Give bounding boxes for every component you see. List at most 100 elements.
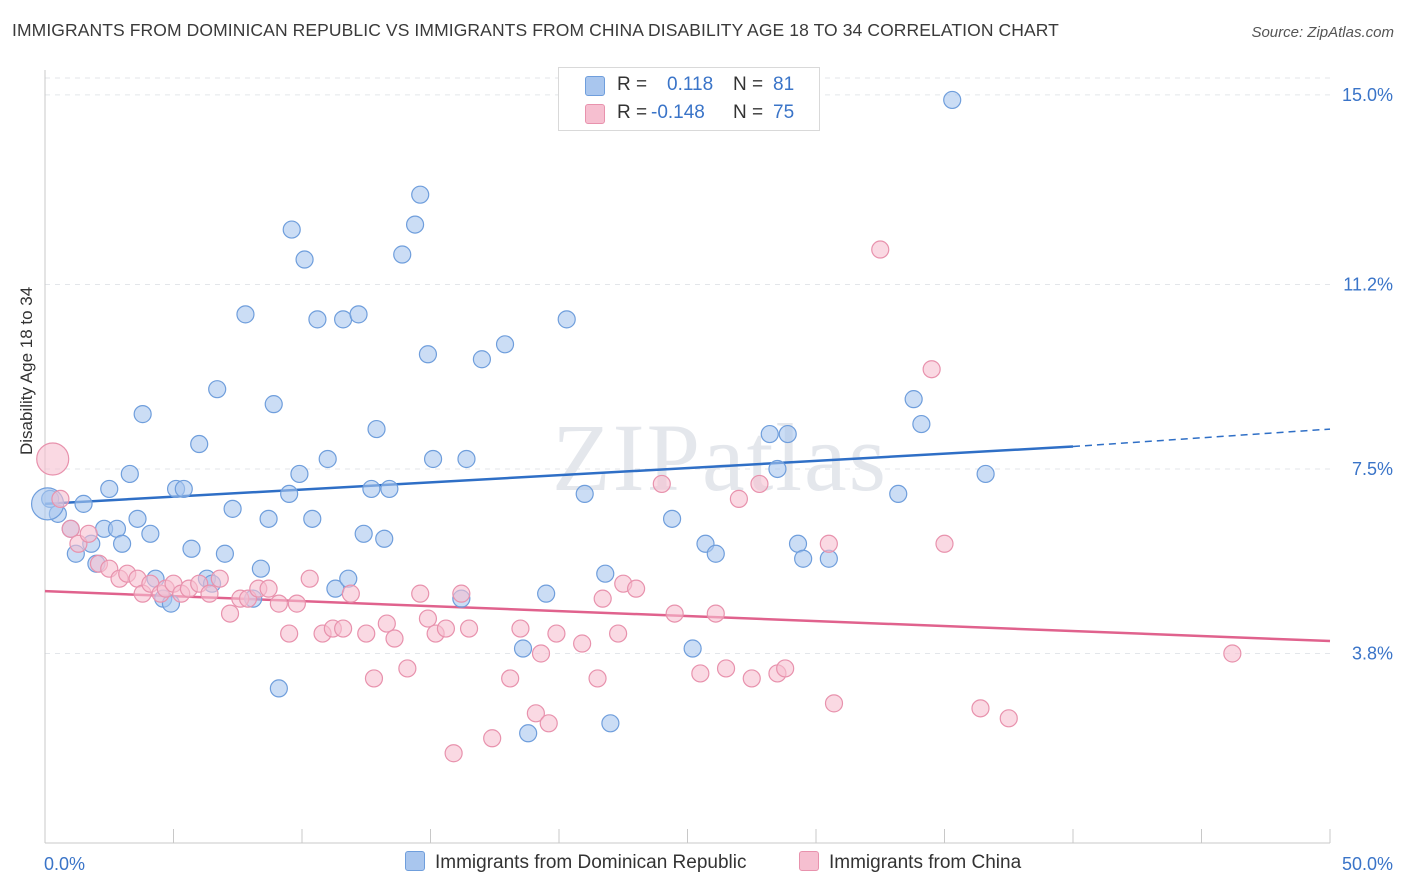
data-point — [308, 310, 327, 329]
data-point — [768, 459, 787, 479]
data-point — [601, 714, 620, 733]
data-point — [295, 250, 314, 269]
stats-legend: R = 0.118 N = 81 R = -0.148 N = 75 — [558, 67, 820, 131]
data-point — [691, 664, 710, 683]
y-tick-label: 11.2% — [1343, 274, 1393, 294]
data-point — [362, 479, 381, 499]
legend-row-blue: R = 0.118 N = 81 — [559, 74, 819, 100]
y-tick-label: 15.0% — [1342, 85, 1393, 105]
data-point — [824, 694, 844, 713]
data-point — [74, 494, 93, 513]
data-point — [706, 604, 725, 623]
data-point — [251, 559, 270, 578]
tick-labels: 3.8% 7.5% 11.2% 15.0% 0.0% 50.0% — [44, 85, 1393, 874]
data-point — [976, 464, 995, 484]
legend-swatch-blue — [585, 76, 605, 96]
data-point — [112, 534, 132, 553]
data-point — [778, 424, 797, 444]
data-point — [593, 589, 612, 608]
legend-item-dominican: Immigrants from Dominican Republic — [405, 851, 747, 874]
data-point — [259, 509, 278, 528]
data-point — [716, 659, 736, 678]
data-point — [444, 744, 463, 763]
data-point — [539, 714, 558, 733]
data-point — [334, 310, 353, 329]
data-point — [626, 579, 646, 598]
data-point — [729, 489, 749, 508]
data-point — [220, 604, 240, 623]
trend-line-extension — [1072, 428, 1331, 448]
data-point — [652, 474, 671, 494]
data-point — [588, 669, 607, 688]
trend-line — [44, 445, 1074, 506]
data-point — [999, 709, 1018, 728]
r-label: R = — [617, 74, 648, 95]
data-point — [287, 594, 306, 613]
data-point — [794, 549, 813, 568]
data-point — [364, 669, 384, 688]
data-point — [393, 245, 412, 264]
data-point — [349, 305, 368, 324]
n-value: 75 — [773, 102, 795, 123]
data-point — [742, 669, 761, 688]
data-point — [665, 604, 684, 623]
legend-row-pink: R = -0.148 N = 75 — [559, 102, 819, 128]
x-tick-label: 50.0% — [1342, 854, 1393, 874]
legend-swatch-blue — [405, 851, 425, 871]
data-point — [264, 395, 283, 414]
data-point — [357, 624, 376, 643]
data-point — [367, 419, 386, 439]
data-point — [405, 215, 425, 234]
r-value: -0.148 — [651, 102, 705, 123]
data-point — [290, 464, 309, 484]
data-point — [385, 629, 404, 648]
data-point — [423, 449, 443, 469]
data-point — [706, 544, 725, 563]
data-point — [354, 524, 373, 543]
data-point — [1223, 644, 1242, 663]
watermark: ZIPatlas — [552, 404, 888, 511]
data-point — [318, 449, 337, 469]
data-point — [483, 729, 502, 748]
data-point — [889, 484, 908, 504]
data-point — [575, 484, 594, 504]
data-point — [922, 360, 941, 379]
data-point — [418, 345, 438, 364]
data-point — [411, 185, 430, 204]
data-point — [537, 584, 556, 603]
data-point — [182, 539, 201, 558]
data-point — [280, 484, 299, 504]
data-point — [398, 659, 417, 678]
data-point — [411, 584, 430, 603]
chart-title: IMMIGRANTS FROM DOMINICAN REPUBLIC VS IM… — [12, 20, 1059, 40]
data-point — [282, 220, 301, 239]
data-point — [819, 534, 838, 553]
r-label: R = — [617, 102, 648, 123]
data-point — [269, 594, 288, 613]
data-point — [452, 584, 471, 603]
data-point — [871, 240, 890, 259]
data-point — [531, 644, 551, 663]
data-point — [943, 90, 962, 110]
data-point — [760, 424, 779, 444]
data-points — [30, 90, 1242, 763]
data-point — [51, 489, 70, 508]
data-point — [547, 624, 566, 643]
data-point — [904, 390, 923, 409]
legend-swatch-pink — [585, 104, 605, 124]
data-point — [236, 305, 255, 324]
legend-label: Immigrants from Dominican Republic — [435, 852, 747, 873]
y-tick-label: 7.5% — [1352, 459, 1393, 479]
data-point — [215, 544, 234, 563]
n-value: 81 — [773, 74, 795, 95]
data-point — [662, 509, 682, 528]
data-point — [609, 624, 628, 643]
data-point — [683, 639, 702, 658]
data-point — [519, 724, 538, 743]
data-point — [557, 310, 576, 329]
data-point — [418, 609, 438, 628]
data-point — [36, 442, 70, 476]
data-point — [750, 474, 769, 494]
data-point — [472, 350, 491, 369]
